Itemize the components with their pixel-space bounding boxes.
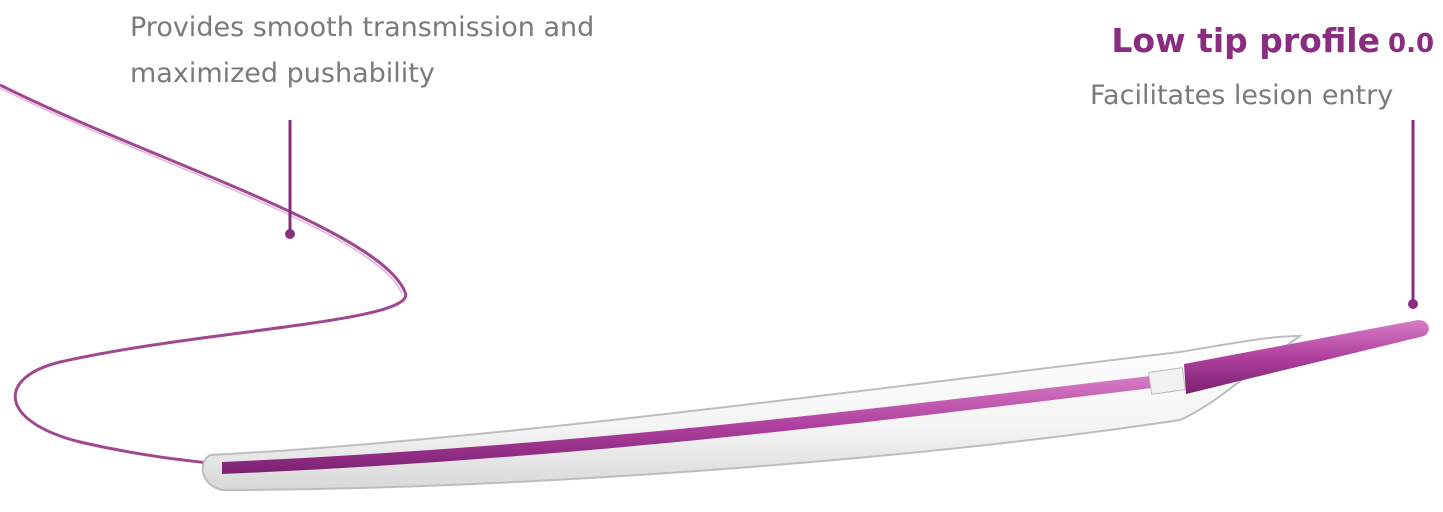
right-value: 0.0 — [1388, 29, 1434, 59]
right-description: Facilitates lesion entry — [1090, 80, 1393, 111]
marker-band — [1148, 367, 1186, 395]
guide-wire — [0, 83, 408, 466]
wire-highlight — [0, 87, 403, 295]
left-description: Provides smooth transmission and — [130, 12, 594, 43]
inner-shaft — [222, 376, 1152, 474]
left-description: maximized pushability — [130, 58, 435, 89]
callout-dot — [1408, 299, 1418, 309]
right-title: Low tip profile — [1111, 21, 1380, 60]
balloon — [201, 334, 1304, 492]
tip — [1184, 320, 1429, 394]
callout-dot — [285, 229, 295, 239]
